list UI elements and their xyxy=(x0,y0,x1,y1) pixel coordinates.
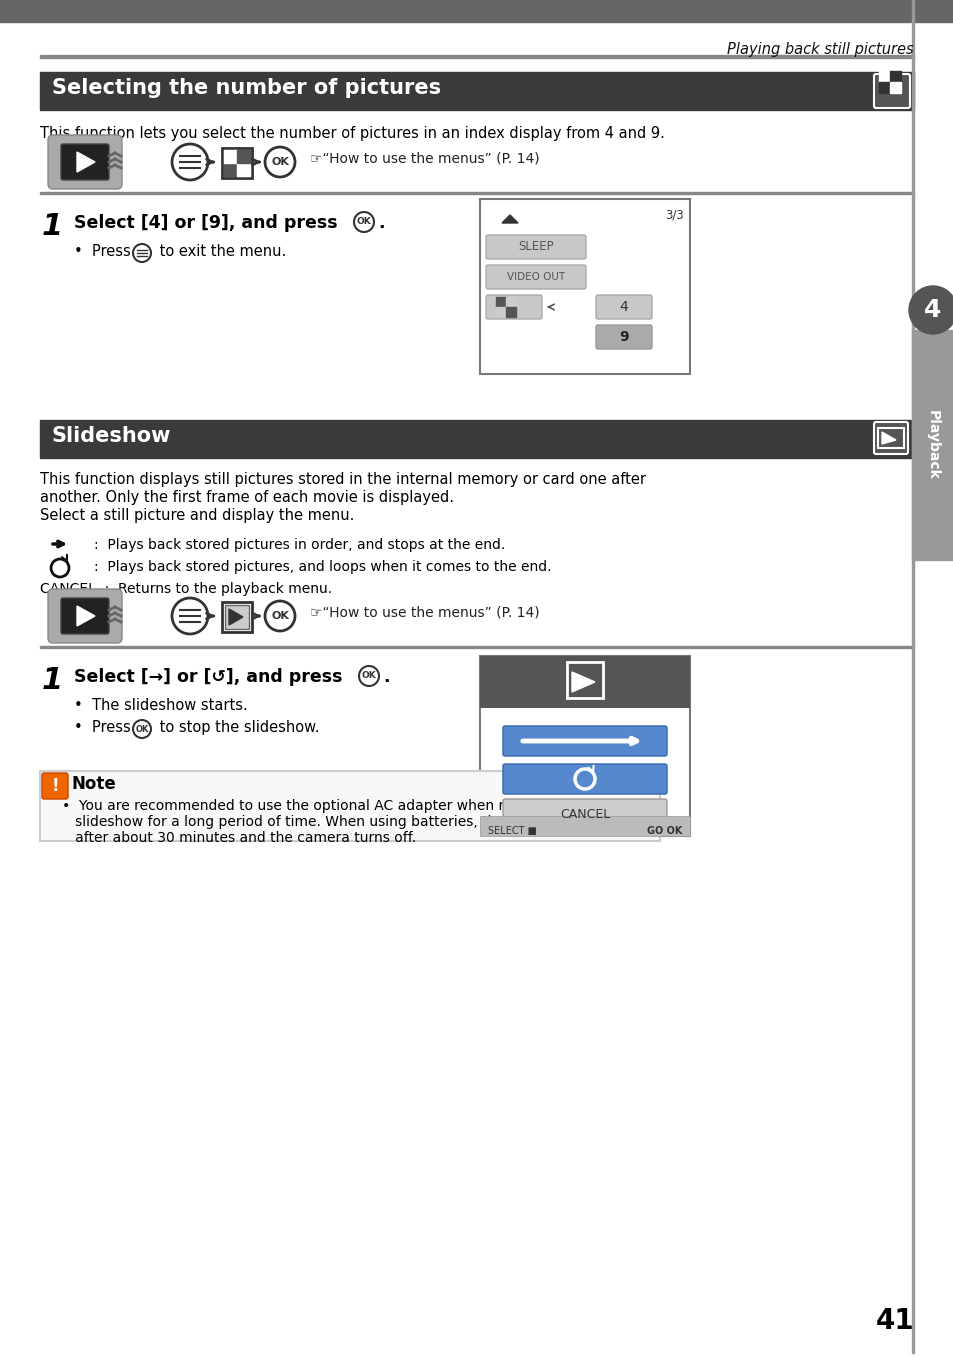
Bar xyxy=(566,662,602,697)
Bar xyxy=(224,151,236,163)
FancyBboxPatch shape xyxy=(61,598,109,634)
Text: OK: OK xyxy=(361,672,376,680)
Text: :  Plays back stored pictures, and loops when it comes to the end.: : Plays back stored pictures, and loops … xyxy=(94,560,551,574)
Text: Select a still picture and display the menu.: Select a still picture and display the m… xyxy=(40,508,354,522)
Bar xyxy=(222,148,252,178)
FancyBboxPatch shape xyxy=(485,294,541,319)
Text: 1: 1 xyxy=(42,212,63,242)
FancyBboxPatch shape xyxy=(502,764,666,794)
Text: SLEEP: SLEEP xyxy=(517,240,554,254)
FancyBboxPatch shape xyxy=(61,144,109,180)
Text: OK: OK xyxy=(356,217,371,227)
Text: ☞“How to use the menus” (P. 14): ☞“How to use the menus” (P. 14) xyxy=(310,607,539,620)
Bar xyxy=(236,151,250,163)
Bar xyxy=(224,163,236,176)
Bar xyxy=(479,655,689,708)
Polygon shape xyxy=(77,152,95,172)
Text: OK: OK xyxy=(271,157,289,167)
Bar xyxy=(40,56,913,58)
Bar xyxy=(878,71,889,81)
Bar xyxy=(505,297,516,307)
Text: Playing back still pictures: Playing back still pictures xyxy=(726,42,913,57)
FancyBboxPatch shape xyxy=(48,589,122,643)
FancyBboxPatch shape xyxy=(873,75,909,109)
Polygon shape xyxy=(77,607,95,626)
FancyBboxPatch shape xyxy=(485,265,585,289)
Text: Slideshow: Slideshow xyxy=(52,426,172,446)
Polygon shape xyxy=(572,672,595,692)
Text: 4: 4 xyxy=(923,299,941,322)
Bar xyxy=(877,427,903,448)
Text: .: . xyxy=(377,214,384,232)
Text: •  Press: • Press xyxy=(74,244,135,259)
Bar xyxy=(889,71,900,81)
Text: CANCEL: CANCEL xyxy=(559,807,610,821)
Text: slideshow for a long period of time. When using batteries, the slideshow stops: slideshow for a long period of time. Whe… xyxy=(62,816,618,829)
Text: Playback: Playback xyxy=(925,410,939,480)
Bar xyxy=(496,297,505,307)
Text: 41: 41 xyxy=(875,1307,913,1335)
Bar xyxy=(479,816,689,836)
Bar xyxy=(40,771,659,841)
Polygon shape xyxy=(882,432,895,444)
Bar xyxy=(225,605,249,630)
Text: Note: Note xyxy=(71,775,116,792)
FancyBboxPatch shape xyxy=(42,773,68,799)
FancyBboxPatch shape xyxy=(596,294,651,319)
Bar xyxy=(40,646,913,649)
FancyBboxPatch shape xyxy=(48,134,122,189)
Text: another. Only the first frame of each movie is displayed.: another. Only the first frame of each mo… xyxy=(40,490,454,505)
Text: •  The slideshow starts.: • The slideshow starts. xyxy=(74,697,248,712)
Text: This function lets you select the number of pictures in an index display from 4 : This function lets you select the number… xyxy=(40,126,664,141)
Bar xyxy=(479,199,689,375)
Bar xyxy=(889,81,900,94)
FancyBboxPatch shape xyxy=(485,235,585,259)
Bar xyxy=(878,81,889,94)
Text: OK: OK xyxy=(135,725,149,734)
FancyBboxPatch shape xyxy=(502,726,666,756)
Bar xyxy=(505,307,516,318)
Bar xyxy=(911,330,953,560)
Circle shape xyxy=(908,286,953,334)
Bar xyxy=(911,0,913,1353)
Bar xyxy=(40,191,913,194)
Bar xyxy=(479,655,689,836)
Bar xyxy=(0,0,953,22)
Text: 3/3: 3/3 xyxy=(664,209,683,223)
Text: :  Plays back stored pictures in order, and stops at the end.: : Plays back stored pictures in order, a… xyxy=(94,537,505,552)
Text: 4: 4 xyxy=(619,300,628,313)
Text: GO OK: GO OK xyxy=(646,826,681,836)
Text: to exit the menu.: to exit the menu. xyxy=(154,244,286,259)
Text: to stop the slideshow.: to stop the slideshow. xyxy=(154,721,319,735)
Text: VIDEO OUT: VIDEO OUT xyxy=(506,271,564,282)
Bar xyxy=(236,163,250,176)
Text: CANCEL  :  Returns to the playback menu.: CANCEL : Returns to the playback menu. xyxy=(40,582,332,596)
Text: .: . xyxy=(382,668,389,687)
Polygon shape xyxy=(229,609,243,626)
Bar xyxy=(222,603,252,632)
Text: !: ! xyxy=(51,778,59,795)
Text: OK: OK xyxy=(271,611,289,622)
Bar xyxy=(40,72,913,110)
Text: This function displays still pictures stored in the internal memory or card one : This function displays still pictures st… xyxy=(40,472,645,487)
Bar xyxy=(496,307,505,318)
Text: Select [→] or [↺], and press: Select [→] or [↺], and press xyxy=(74,668,348,687)
Text: after about 30 minutes and the camera turns off.: after about 30 minutes and the camera tu… xyxy=(62,830,416,845)
FancyBboxPatch shape xyxy=(873,422,907,455)
Text: 9: 9 xyxy=(618,330,628,345)
Text: ☞“How to use the menus” (P. 14): ☞“How to use the menus” (P. 14) xyxy=(310,152,539,166)
Text: 1: 1 xyxy=(42,666,63,695)
FancyBboxPatch shape xyxy=(502,799,666,829)
Polygon shape xyxy=(501,214,517,223)
Text: Selecting the number of pictures: Selecting the number of pictures xyxy=(52,77,440,98)
Text: Select [4] or [9], and press: Select [4] or [9], and press xyxy=(74,214,343,232)
Text: •  You are recommended to use the optional AC adapter when running a: • You are recommended to use the optiona… xyxy=(62,799,564,813)
Text: SELECT ■: SELECT ■ xyxy=(488,826,537,836)
FancyBboxPatch shape xyxy=(596,324,651,349)
Text: •  Press: • Press xyxy=(74,721,135,735)
Bar xyxy=(40,421,913,459)
